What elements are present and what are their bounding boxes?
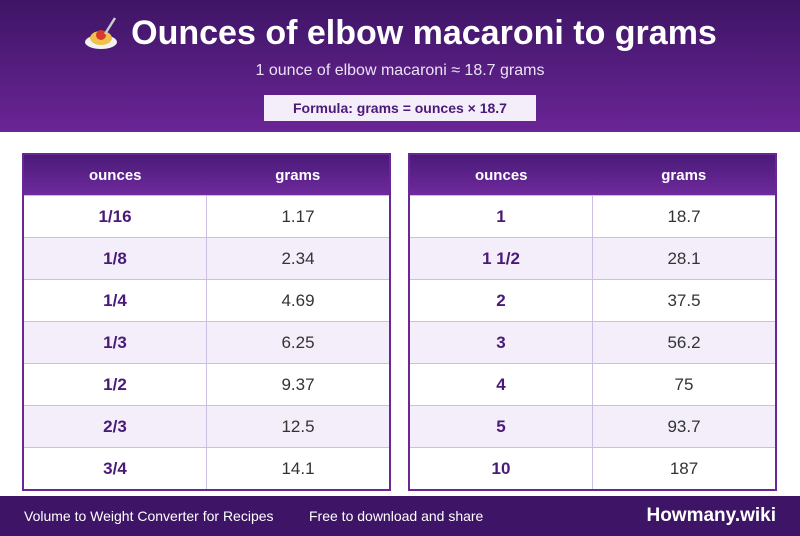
grams-cell: 14.1 <box>206 447 391 491</box>
table-row: 1/3 6.25 <box>22 321 391 364</box>
table-row: 1/16 1.17 <box>22 195 391 238</box>
formula: Formula: grams = ounces × 18.7 <box>264 95 536 121</box>
footer: Volume to Weight Converter for Recipes F… <box>0 496 800 536</box>
grams-cell: 75 <box>592 363 777 406</box>
title: Ounces of elbow macaroni to grams <box>131 14 717 52</box>
table-row: 4 75 <box>408 363 777 406</box>
grams-cell: 2.34 <box>206 237 391 280</box>
conversion-table: ounces grams 1 18.7 1 1/2 28.1 2 37.5 3 56.2 4 75 5 9… <box>408 153 777 491</box>
subtitle: 1 ounce of elbow macaroni ≈ 18.7 grams <box>255 62 545 79</box>
grams-cell: 4.69 <box>206 279 391 322</box>
ounces-cell: 2 <box>408 279 593 322</box>
title-row: Ounces of elbow macaroni to grams <box>0 14 800 53</box>
table-row: 5 93.7 <box>408 405 777 448</box>
table-row: 1 18.7 <box>408 195 777 238</box>
grams-cell: 1.17 <box>206 195 391 238</box>
pasta-icon <box>85 16 118 49</box>
ounces-cell: 1 1/2 <box>408 237 593 280</box>
ounces-cell: 1/16 <box>22 195 207 238</box>
ounces-cell: 5 <box>408 405 593 448</box>
header: Ounces of elbow macaroni to grams 1 ounc… <box>0 0 800 132</box>
table-row: 3/4 14.1 <box>22 447 391 491</box>
ounces-cell: 3/4 <box>22 447 207 491</box>
grams-cell: 37.5 <box>592 279 777 322</box>
grams-cell: 28.1 <box>592 237 777 280</box>
table-row: 2 37.5 <box>408 279 777 322</box>
ounces-cell: 1/3 <box>22 321 207 364</box>
ounces-cell: 4 <box>408 363 593 406</box>
header-row: ounces grams <box>23 154 390 196</box>
header-row: ounces grams <box>409 154 776 196</box>
column-header: grams <box>592 154 776 196</box>
column-header: grams <box>206 154 390 196</box>
grams-cell: 6.25 <box>206 321 391 364</box>
column-header: ounces <box>23 154 207 196</box>
table-row: 1/4 4.69 <box>22 279 391 322</box>
ounces-cell: 1 <box>408 195 593 238</box>
column-header: ounces <box>409 154 593 196</box>
grams-cell: 18.7 <box>592 195 777 238</box>
grams-cell: 187 <box>592 447 777 491</box>
grams-cell: 12.5 <box>206 405 391 448</box>
ounces-cell: 10 <box>408 447 593 491</box>
table-row: 3 56.2 <box>408 321 777 364</box>
grams-cell: 9.37 <box>206 363 391 406</box>
grams-cell: 56.2 <box>592 321 777 364</box>
ounces-cell: 1/8 <box>22 237 207 280</box>
ounces-cell: 2/3 <box>22 405 207 448</box>
table-row: 1 1/2 28.1 <box>408 237 777 280</box>
table-row: 2/3 12.5 <box>22 405 391 448</box>
table-row: 1/8 2.34 <box>22 237 391 280</box>
brand: Howmany.wiki <box>646 505 776 526</box>
ounces-cell: 1/2 <box>22 363 207 406</box>
footer-text: Volume to Weight Converter for Recipes <box>24 508 274 524</box>
ounces-cell: 1/4 <box>22 279 207 322</box>
table-row: 10 187 <box>408 447 777 491</box>
table-row: 1/2 9.37 <box>22 363 391 406</box>
ounces-cell: 3 <box>408 321 593 364</box>
conversion-table: ounces grams 1/16 1.17 1/8 2.34 1/4 4.69 1/3 6.25… <box>22 153 391 491</box>
footer-text: Free to download and share <box>309 508 484 524</box>
grams-cell: 93.7 <box>592 405 777 448</box>
